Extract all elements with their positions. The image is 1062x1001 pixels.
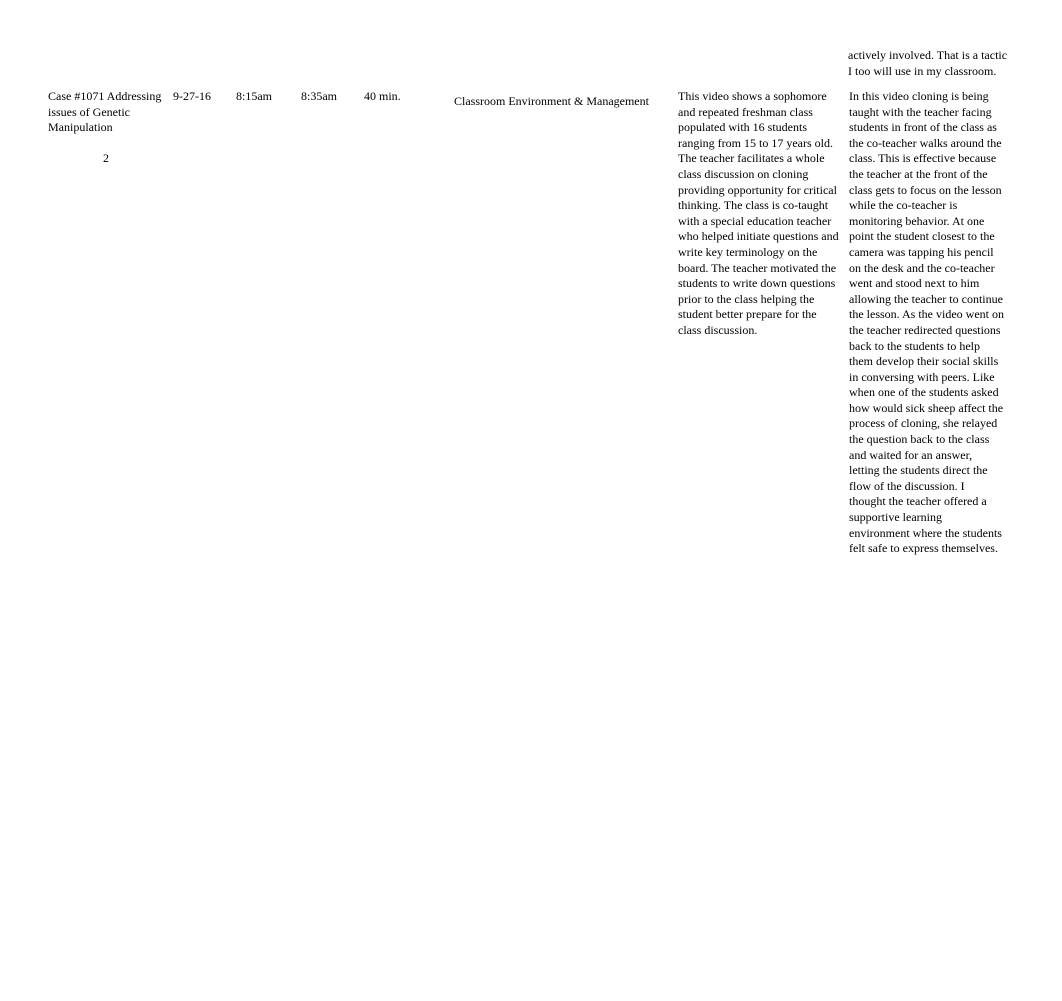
page-number: 2 bbox=[103, 151, 109, 166]
reflection-cell: In this video cloning is being taught wi… bbox=[849, 89, 1014, 557]
end-time-cell: 8:35am bbox=[301, 89, 364, 105]
previous-row-fragment: actively involved. That is a tactic I to… bbox=[848, 48, 1008, 79]
case-title-cell: Case #1071 Addressing issues of Genetic … bbox=[48, 89, 173, 136]
description-cell: This video shows a sophomore and repeate… bbox=[678, 89, 849, 339]
start-time-cell: 8:15am bbox=[236, 89, 301, 105]
observation-log-row: Case #1071 Addressing issues of Genetic … bbox=[48, 89, 1014, 557]
duration-cell: 40 min. bbox=[364, 89, 454, 105]
category-cell: Classroom Environment & Management bbox=[454, 89, 678, 110]
date-cell: 9-27-16 bbox=[173, 89, 236, 105]
